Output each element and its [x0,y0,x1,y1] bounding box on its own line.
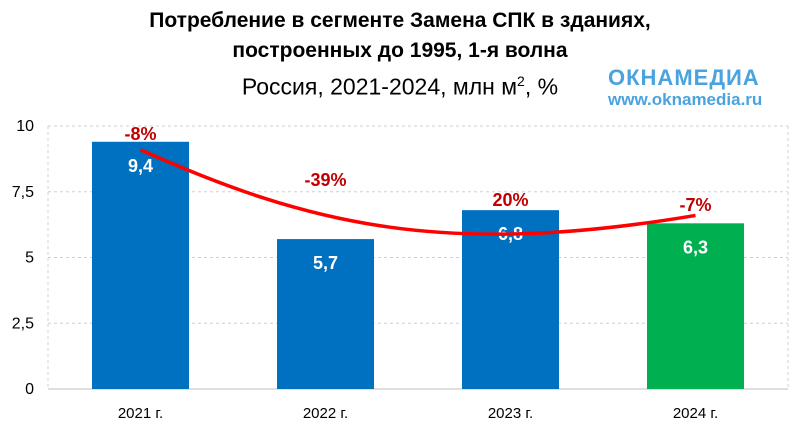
y-tick-label: 5 [25,250,34,267]
bar-value-label: 6,3 [683,237,708,257]
oknamedia-logo: ОКНАМЕДИА www.oknamedia.ru [608,66,798,110]
bar [462,210,559,389]
bar [92,141,189,389]
logo-url: www.oknamedia.ru [608,90,763,109]
y-tick-label: 7,5 [12,184,34,201]
chart-title-line2: построенных до 1995, 1-я волна [232,39,568,62]
x-tick-label: 2021 г. [118,405,163,422]
bar [647,223,744,389]
trend-curve [139,148,696,236]
change-label: -8% [124,124,156,144]
subtitle-suffix: , % [524,73,559,100]
chart-title: Потребление в сегменте Замена СПК в здан… [149,9,651,32]
bar-value-label: 5,7 [313,253,338,273]
bar-value-label: 9,4 [128,156,153,176]
bar [277,239,374,389]
chart-subtitle: Россия, 2021-2024, млн м2, % [0,66,800,102]
y-tick-label: 0 [25,381,34,398]
subtitle-text: Россия, 2021-2024, млн м [241,73,518,100]
x-tick-label: 2024 г. [673,405,718,422]
x-tick-label: 2022 г. [303,405,348,422]
chart-title-block: Потребление в сегменте Замена СПК в здан… [0,6,800,102]
subtitle-sup: 2 [517,73,525,89]
y-tick-label: 2,5 [12,315,34,332]
y-tick-label: 10 [16,118,34,135]
change-label: 20% [492,190,528,210]
change-label: -7% [679,195,711,215]
change-label: -39% [304,170,346,190]
x-tick-label: 2023 г. [488,405,533,422]
logo-name: ОКНАМЕДИА [608,65,760,90]
